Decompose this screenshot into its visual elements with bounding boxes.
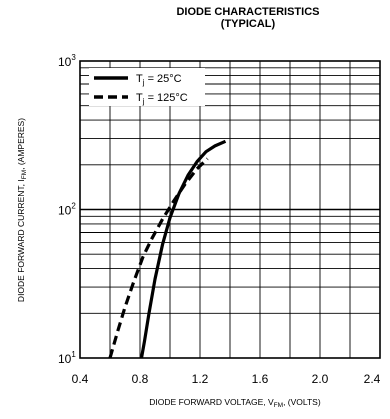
series-line-tj-25c bbox=[139, 139, 227, 359]
y-tick-exponent: 1 bbox=[71, 350, 76, 359]
chart-title-line1: DIODE CHARACTERISTICS bbox=[176, 6, 319, 18]
legend-label-symbol: T bbox=[136, 92, 143, 104]
x-axis-label-tail: , (VOLTS) bbox=[283, 397, 321, 407]
x-tick-label: 0.4 bbox=[72, 372, 89, 386]
legend-label-symbol: T bbox=[136, 73, 143, 85]
y-tick-base: 10 bbox=[58, 204, 72, 218]
x-tick-label: 2.0 bbox=[312, 372, 329, 386]
legend-label-subscript: j bbox=[142, 78, 145, 87]
x-axis-label: DIODE FORWARD VOLTAGE, VFM, (VOLTS) bbox=[149, 397, 321, 409]
legend-label: Tj = 25°C bbox=[136, 73, 182, 87]
legend-label: Tj = 125°C bbox=[136, 92, 188, 106]
y-axis-label-main: DIODE FORWARD CURRENT, I bbox=[16, 179, 26, 302]
y-tick-exponent: 2 bbox=[71, 202, 76, 211]
legend-background bbox=[89, 68, 205, 106]
x-tick-label: 1.2 bbox=[192, 372, 209, 386]
series-line-tj-125c bbox=[108, 157, 209, 359]
plot-frame bbox=[79, 60, 381, 359]
x-axis-label-sub: FM bbox=[274, 402, 283, 409]
legend: Tj = 25°CTj = 125°C bbox=[89, 68, 205, 106]
x-tick-label: 2.4 bbox=[364, 372, 381, 386]
x-axis-label-main: DIODE FORWARD VOLTAGE, V bbox=[149, 397, 274, 407]
legend-label-subscript: j bbox=[142, 97, 145, 106]
chart-title-line2: (TYPICAL) bbox=[221, 18, 276, 30]
y-tick-label: 103 bbox=[58, 53, 76, 69]
y-axis-label: DIODE FORWARD CURRENT, IFM, (AMPERES) bbox=[16, 118, 28, 302]
x-axis-ticks: 0.4 0.8 1.2 1.6 2.0 2.4 bbox=[72, 372, 381, 386]
plot-curves bbox=[108, 139, 227, 359]
legend-label-value: = 25°C bbox=[145, 73, 182, 85]
y-axis-label-sub: FM bbox=[21, 170, 28, 179]
y-tick-exponent: 3 bbox=[71, 53, 76, 62]
y-tick-label: 101 bbox=[58, 350, 76, 366]
legend-label-value: = 125°C bbox=[145, 92, 188, 104]
y-tick-base: 10 bbox=[58, 55, 72, 69]
y-tick-label: 102 bbox=[58, 202, 76, 218]
x-tick-label: 1.6 bbox=[252, 372, 269, 386]
x-tick-label: 0.8 bbox=[132, 372, 149, 386]
plot-grid bbox=[80, 61, 380, 358]
y-axis-label-tail: , (AMPERES) bbox=[16, 118, 26, 170]
chart-title: DIODE CHARACTERISTICS (TYPICAL) bbox=[176, 6, 319, 30]
y-tick-base: 10 bbox=[58, 352, 72, 366]
